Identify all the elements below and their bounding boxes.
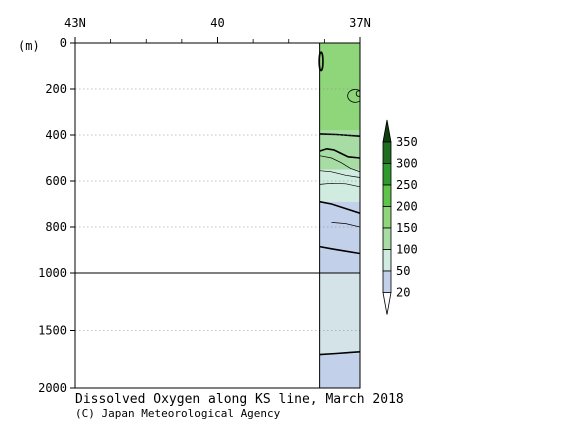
- contour-lines: [318, 51, 360, 356]
- contour-50-8: [319, 351, 360, 356]
- contour-50-6: [331, 222, 360, 228]
- legend-label-250: 250: [396, 178, 418, 192]
- chart-title: Dissolved Oxygen along KS line, March 20…: [75, 392, 404, 407]
- color-band-3: [319, 201, 360, 273]
- legend-swatch-3: [382, 227, 392, 250]
- x-tick-label-37: 37N: [349, 16, 371, 30]
- closed-contour-2: [355, 90, 360, 97]
- contour-100-4: [319, 182, 360, 188]
- legend-swatch-1: [382, 270, 392, 293]
- contour-100-5: [319, 200, 360, 214]
- y-tick-label-200: 200: [45, 82, 67, 96]
- depth-gridlines: [75, 88, 360, 331]
- legend-cap-top: [382, 119, 392, 143]
- legend-label-300: 300: [396, 157, 418, 171]
- y-tick-label-400: 400: [45, 128, 67, 142]
- latitude-axis: 43N 40 37N: [64, 16, 371, 43]
- x-tick-label-40: 40: [210, 16, 224, 30]
- contour-50-7: [319, 245, 360, 255]
- legend-swatch-4: [382, 206, 392, 229]
- legend-cap-bottom: [382, 292, 392, 315]
- contour-200-1: [319, 147, 360, 159]
- y-tick-label-0: 0: [60, 36, 67, 50]
- y-tick-label-1500: 1500: [38, 324, 67, 338]
- legend-label-20: 20: [396, 286, 410, 300]
- color-band-0: [319, 43, 360, 131]
- closed-contour-1: [347, 89, 360, 103]
- contour-200-0: [319, 133, 360, 137]
- y-tick-label-600: 600: [45, 174, 67, 188]
- legend-swatch-2: [382, 249, 392, 272]
- oxygen-color-bands: [319, 43, 360, 388]
- depth-unit-label: (m): [18, 39, 40, 53]
- color-band-1: [319, 130, 360, 170]
- legend-swatch-7: [382, 141, 392, 164]
- y-tick-label-800: 800: [45, 220, 67, 234]
- depth-axis: 0 200 400 600 800 1000 1500 2000: [38, 36, 75, 395]
- y-tick-label-1000: 1000: [38, 266, 67, 280]
- x-tick-label-43: 43N: [64, 16, 86, 30]
- contour-150-3: [319, 170, 360, 178]
- legend-label-50: 50: [396, 264, 410, 278]
- legend-label-100: 100: [396, 243, 418, 257]
- legend-swatch-5: [382, 184, 392, 207]
- plot-frame: [74, 42, 361, 389]
- legend-label-150: 150: [396, 221, 418, 235]
- legend-label-350: 350: [396, 135, 418, 149]
- color-band-4: [319, 273, 360, 354]
- legend-swatch-6: [382, 163, 392, 186]
- color-band-5: [319, 353, 360, 388]
- y-tick-label-2000: 2000: [38, 381, 67, 395]
- legend-label-200: 200: [396, 200, 418, 214]
- credit-line: (C) Japan Meteorological Agency: [75, 407, 281, 420]
- contour-150-2: [319, 155, 360, 173]
- color-legend: 20 50 100 150 200 250 300 350: [382, 119, 418, 315]
